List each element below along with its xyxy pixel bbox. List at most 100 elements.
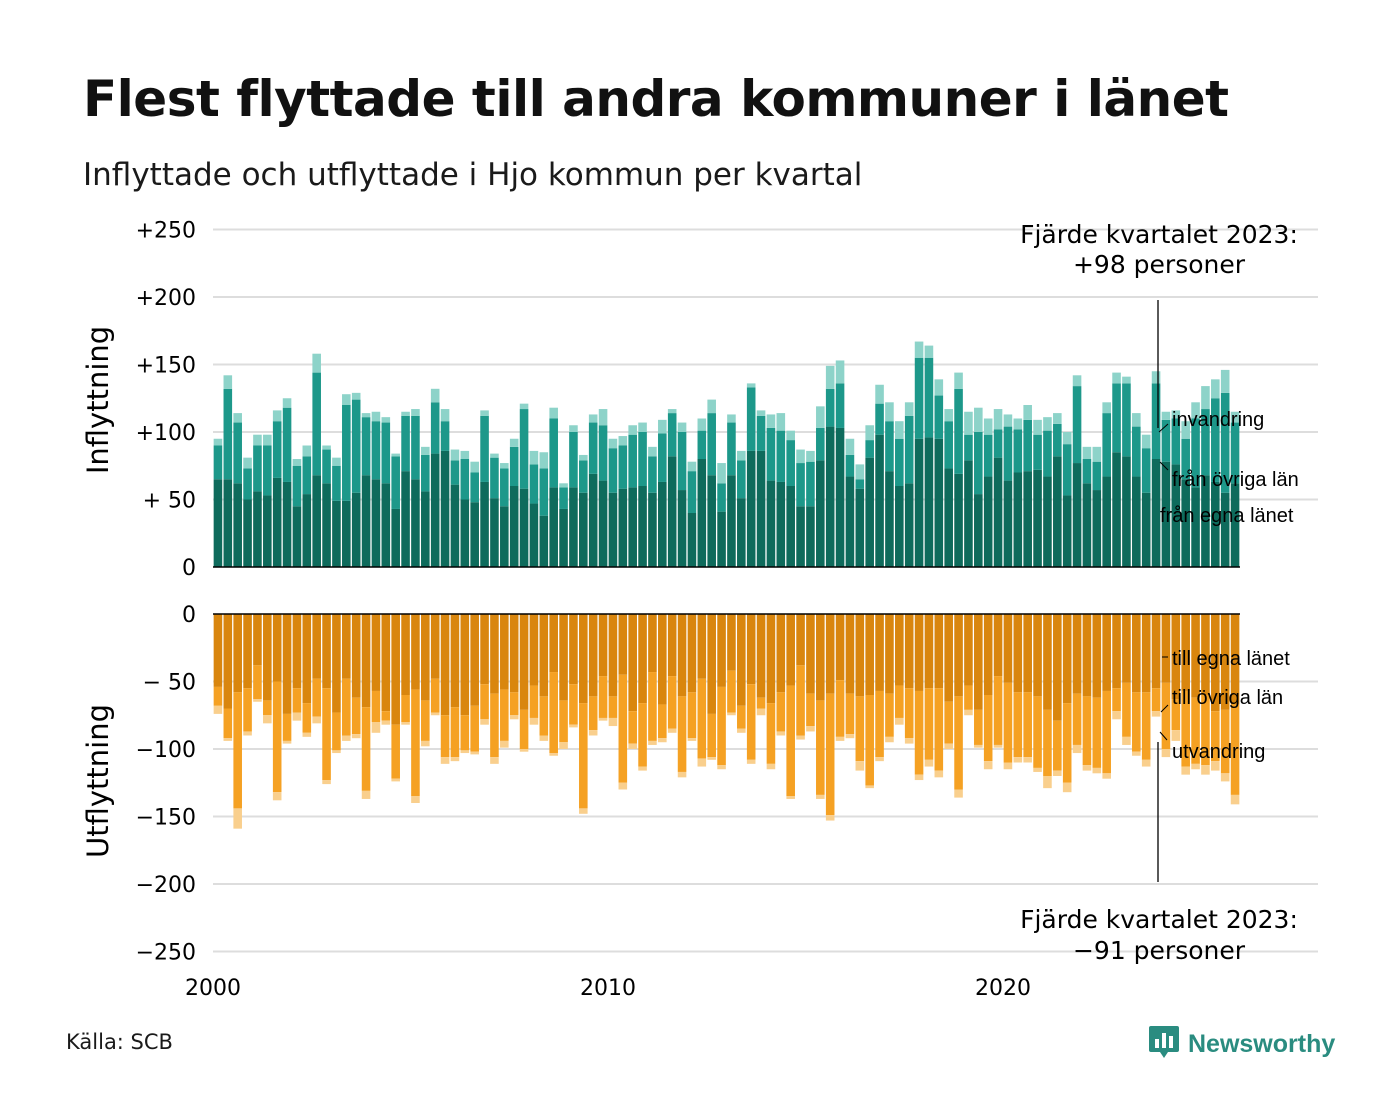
inflow-bar <box>1201 409 1210 476</box>
inflow-bars <box>213 341 1240 567</box>
inflow-bar <box>776 481 786 567</box>
outflow-bar <box>1211 711 1220 762</box>
outflow-bar <box>756 708 766 716</box>
inflow-bar <box>1053 456 1062 567</box>
outflow-bar <box>500 614 509 690</box>
inflow-bar <box>1082 446 1092 459</box>
inflow-bar <box>727 414 736 423</box>
inflow-bar <box>371 411 381 422</box>
outflow-bar <box>1201 614 1210 695</box>
outflow-bar <box>717 614 726 687</box>
inflow-bar <box>1132 476 1141 567</box>
inflow-bar <box>786 440 795 486</box>
inflow-bar <box>342 394 351 405</box>
outflow-bar <box>430 678 440 713</box>
outflow-bar <box>1230 794 1240 805</box>
inflow-bar <box>954 473 963 567</box>
inflow-bar <box>529 464 539 504</box>
inflow-bar <box>697 418 707 431</box>
outflow-bar <box>677 771 687 778</box>
outflow-bar <box>1171 699 1181 731</box>
outflow-bar <box>322 780 331 785</box>
outflow-bar <box>1062 782 1072 793</box>
outflow-bar <box>1013 614 1023 693</box>
inflow-axis-label: Inflyttning <box>81 326 115 474</box>
inflow-bar <box>1181 421 1190 439</box>
outflow-bar <box>816 700 825 795</box>
inflow-bar <box>490 457 499 499</box>
outflow-bar <box>727 670 736 713</box>
inflow-bar <box>361 417 371 476</box>
y-tick-label: +250 <box>136 219 196 244</box>
inflow-bar <box>292 506 302 567</box>
outflow-bar <box>608 696 618 718</box>
inflow-bar <box>430 388 440 403</box>
source-note: Källa: SCB <box>66 1030 173 1054</box>
outflow-bar <box>430 614 440 679</box>
inflow-bar <box>865 425 874 441</box>
inflow-bar <box>351 392 361 400</box>
inflow-bar <box>796 506 805 567</box>
y-tick-label: −250 <box>136 941 196 966</box>
outflow-bar <box>993 676 1003 745</box>
outflow-bar <box>539 735 549 741</box>
inflow-bar <box>727 422 736 476</box>
outflow-bar <box>381 720 391 725</box>
brand-logo[interactable]: Newsworthy <box>1148 1024 1335 1064</box>
legend-label-till-egna-lanet: till egna länet <box>1172 648 1290 670</box>
outflow-bar <box>302 703 312 733</box>
inflow-bar <box>579 460 588 493</box>
outflow-bar <box>1013 692 1023 758</box>
inflow-bar <box>233 413 242 423</box>
outflow-bar <box>411 614 420 690</box>
inflow-bar <box>1141 492 1151 567</box>
inflow-bar <box>549 487 558 567</box>
inflow-bar <box>272 421 282 478</box>
inflow-bar <box>608 492 618 567</box>
inflow-bar <box>983 434 993 477</box>
inflow-bar <box>677 422 687 432</box>
inflow-bar <box>1161 411 1171 420</box>
inflow-bar <box>272 477 282 567</box>
inflow-bar <box>924 357 934 438</box>
inflow-bar <box>796 463 805 507</box>
inflow-bar <box>855 488 865 567</box>
inflow-bar <box>1181 479 1190 567</box>
inflow-bar <box>302 456 312 495</box>
inflow-bar <box>391 508 400 567</box>
outflow-bar <box>529 685 539 718</box>
inflow-bar <box>638 486 647 567</box>
outflow-bar <box>875 757 884 762</box>
outflow-bar <box>865 614 874 695</box>
inflow-bar <box>1003 414 1013 427</box>
inflow-bar <box>964 434 973 461</box>
outflow-bar <box>1072 693 1082 745</box>
outflow-bar <box>816 614 825 701</box>
inflow-bar <box>1043 476 1052 567</box>
inflow-bar <box>944 468 953 567</box>
outflow-bar <box>677 614 687 697</box>
inflow-bar <box>322 449 331 484</box>
outflow-bar <box>223 708 233 739</box>
outflow-bar <box>1201 695 1210 766</box>
outflow-bar <box>539 696 549 736</box>
inflow-bar <box>509 486 519 567</box>
inflow-bar <box>845 454 855 477</box>
inflow-bar <box>1023 419 1032 472</box>
inflow-bar <box>1201 386 1210 410</box>
outflow-bar <box>598 614 608 677</box>
outflow-bar <box>1201 765 1210 775</box>
outflow-bar <box>233 614 242 693</box>
outflow-bar <box>1033 767 1042 772</box>
inflow-bar <box>312 372 321 476</box>
outflow-bar <box>1053 770 1062 776</box>
outflow-bar <box>1132 751 1141 756</box>
inflow-bar <box>243 468 252 500</box>
inflow-bar <box>964 411 973 435</box>
inflow-bar <box>786 486 795 567</box>
outflow-bar <box>312 614 321 679</box>
inflow-bar <box>934 438 944 567</box>
inflow-bar <box>342 500 351 567</box>
outflow-bar <box>233 808 242 829</box>
outflow-bar <box>687 692 697 739</box>
